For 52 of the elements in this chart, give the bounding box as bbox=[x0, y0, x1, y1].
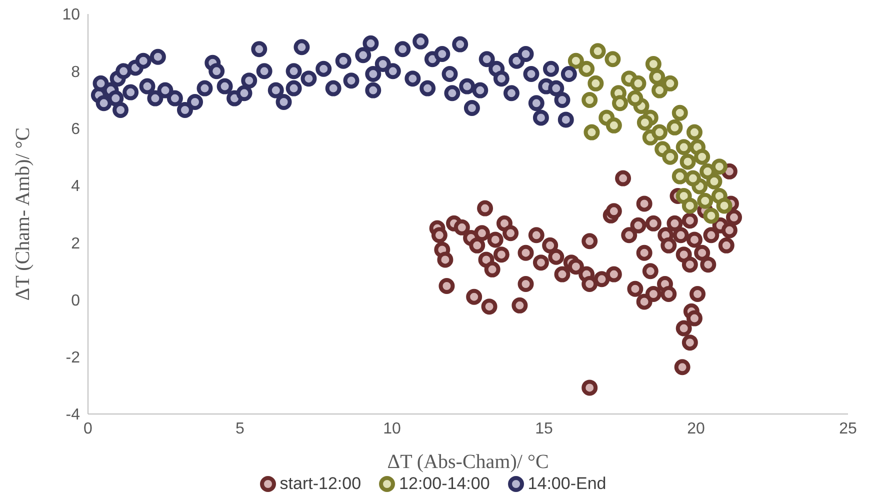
point bbox=[652, 82, 668, 98]
point bbox=[676, 139, 692, 156]
point bbox=[711, 158, 728, 175]
point bbox=[706, 173, 722, 190]
point bbox=[716, 198, 732, 214]
point bbox=[578, 60, 595, 77]
y-tick-label: 10 bbox=[62, 6, 80, 24]
x-tick-label: 0 bbox=[84, 420, 93, 438]
point bbox=[680, 154, 696, 170]
legend-label: start-12:00 bbox=[280, 474, 362, 494]
y-tick-label: 0 bbox=[71, 292, 80, 310]
y-axis-title: ΔT (Cham- Amb)/ °C bbox=[12, 127, 34, 301]
point bbox=[584, 124, 600, 140]
point bbox=[662, 75, 678, 92]
point bbox=[606, 117, 622, 134]
point bbox=[694, 148, 710, 165]
point bbox=[666, 119, 683, 136]
y-tick-label: -2 bbox=[66, 350, 80, 367]
y-tick-label: 8 bbox=[71, 64, 80, 81]
point bbox=[697, 192, 714, 209]
point bbox=[636, 114, 653, 131]
x-axis-title: ΔT (Abs-Cham)/ °C bbox=[387, 451, 549, 473]
y-tick-label: 2 bbox=[71, 235, 80, 252]
y-tick-label: 6 bbox=[71, 120, 80, 138]
x-tick-label: 5 bbox=[236, 420, 245, 438]
point bbox=[612, 95, 628, 112]
point bbox=[590, 43, 606, 60]
point bbox=[627, 90, 644, 106]
legend-label: 12:00-14:00 bbox=[399, 474, 490, 494]
point bbox=[686, 124, 702, 140]
point bbox=[682, 198, 698, 214]
x-tick-label: 25 bbox=[839, 420, 857, 438]
point bbox=[672, 168, 688, 184]
x-tick-label: 10 bbox=[383, 420, 401, 438]
point bbox=[645, 56, 662, 72]
point bbox=[649, 68, 666, 85]
x-tick-label: 15 bbox=[535, 420, 553, 438]
point bbox=[604, 51, 621, 68]
y-tick-label: 4 bbox=[71, 178, 80, 196]
point bbox=[672, 104, 688, 121]
x-tick-label: 20 bbox=[687, 420, 705, 438]
y-tick-label: -4 bbox=[66, 406, 80, 424]
point bbox=[662, 148, 678, 165]
point bbox=[582, 92, 598, 108]
point bbox=[700, 163, 716, 180]
point bbox=[703, 208, 720, 224]
legend-label: 14:00-End bbox=[528, 474, 606, 494]
point bbox=[568, 52, 584, 69]
point bbox=[588, 75, 604, 92]
point bbox=[684, 170, 701, 186]
point bbox=[652, 124, 668, 140]
point bbox=[630, 75, 646, 92]
